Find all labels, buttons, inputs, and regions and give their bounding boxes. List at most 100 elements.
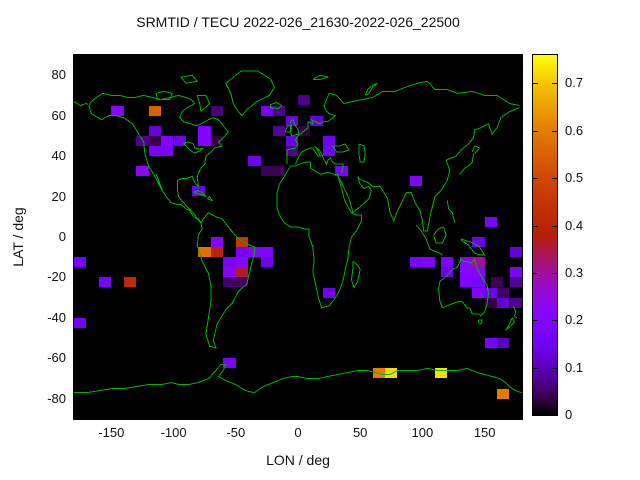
y-tick-label: -20 bbox=[47, 269, 66, 285]
heatmap-cell bbox=[148, 125, 162, 136]
colorbar-tick bbox=[552, 320, 557, 322]
coastline bbox=[350, 260, 361, 289]
heatmap-cell bbox=[459, 277, 473, 288]
heatmap-cell bbox=[484, 297, 498, 308]
heatmap-cell bbox=[210, 237, 224, 248]
heatmap-cell bbox=[260, 247, 274, 258]
heatmap-cell bbox=[472, 277, 485, 288]
coastline bbox=[88, 92, 229, 224]
heatmap-cell bbox=[484, 338, 498, 349]
heatmap-cell bbox=[273, 105, 286, 116]
coastline bbox=[285, 125, 291, 133]
coastline bbox=[477, 319, 483, 325]
coastline bbox=[196, 94, 211, 112]
heatmap-cell bbox=[260, 105, 274, 116]
colorbar-tick-label: 0.7 bbox=[565, 75, 584, 91]
coastline bbox=[512, 305, 518, 319]
heatmap-cell bbox=[111, 105, 124, 116]
heatmap-cell bbox=[509, 297, 522, 308]
colorbar-tick-label: 0.4 bbox=[565, 217, 584, 233]
heatmap-cell bbox=[136, 135, 149, 146]
heatmap-cell bbox=[322, 135, 336, 146]
heatmap-cell bbox=[198, 125, 211, 136]
coastline bbox=[286, 80, 520, 165]
heatmap-cell bbox=[248, 156, 261, 167]
x-tick-label: -100 bbox=[160, 425, 187, 440]
heatmap-cell bbox=[235, 257, 249, 268]
x-axis-label: LON / deg bbox=[266, 452, 330, 468]
colorbar-tick bbox=[533, 83, 538, 85]
heatmap-cell bbox=[223, 257, 236, 268]
x-tick-label: 0 bbox=[294, 425, 302, 440]
heatmap-cell bbox=[434, 368, 448, 379]
coastline bbox=[225, 70, 275, 117]
heatmap-cell bbox=[410, 176, 423, 187]
heatmap-cell bbox=[235, 237, 249, 248]
heatmap-cell bbox=[509, 247, 522, 258]
heatmap-cell bbox=[173, 135, 186, 146]
heatmap-cell bbox=[298, 95, 311, 106]
coastline bbox=[206, 195, 214, 202]
heatmap-cell bbox=[235, 277, 249, 288]
coastline bbox=[276, 161, 362, 309]
coastline bbox=[459, 145, 481, 175]
coastline bbox=[460, 238, 486, 256]
heatmap-cell bbox=[410, 257, 423, 268]
heatmap-cell bbox=[490, 277, 504, 288]
heatmap-cell bbox=[210, 135, 224, 146]
colorbar-tick-label: 0.2 bbox=[565, 312, 584, 328]
y-tick-label: 80 bbox=[51, 67, 66, 83]
heatmap-cell bbox=[74, 257, 87, 268]
chart-title: SRMTID / TECU 2022-026_21630-2022-026_22… bbox=[136, 14, 460, 30]
y-tick-label: -40 bbox=[47, 309, 66, 325]
heatmap-cell bbox=[285, 146, 298, 157]
coastline bbox=[337, 176, 372, 214]
heatmap-cell bbox=[497, 297, 510, 308]
heatmap-cell bbox=[223, 267, 236, 278]
heatmap-cell bbox=[509, 277, 522, 288]
coastline bbox=[74, 101, 89, 107]
colorbar-tick bbox=[533, 178, 538, 180]
colorbar-tick-label: 0.1 bbox=[565, 359, 584, 375]
x-tick-label: 150 bbox=[473, 425, 496, 440]
coastline bbox=[183, 141, 204, 154]
heatmap-cell bbox=[223, 277, 236, 288]
colorbar-tick-label: 0 bbox=[565, 407, 573, 422]
coastline bbox=[270, 101, 283, 110]
heatmap-cell bbox=[260, 166, 274, 177]
heatmap-cell bbox=[472, 237, 485, 248]
heatmap-cell bbox=[260, 257, 274, 268]
heatmap-cell bbox=[459, 257, 473, 268]
coastline bbox=[357, 107, 520, 232]
heatmap-cell bbox=[472, 287, 485, 298]
heatmap-cell bbox=[497, 338, 510, 349]
y-tick-label: -60 bbox=[47, 350, 66, 366]
y-tick-label: 20 bbox=[51, 188, 66, 204]
heatmap-cells bbox=[74, 55, 522, 419]
heatmap-cell bbox=[273, 166, 286, 177]
x-tick-label: -50 bbox=[226, 425, 246, 440]
heatmap-cell bbox=[74, 317, 87, 328]
heatmap-cell bbox=[148, 146, 162, 157]
colorbar-tick bbox=[552, 272, 557, 274]
heatmap-cell bbox=[441, 267, 454, 278]
colorbar-tick-label: 0.6 bbox=[565, 122, 584, 138]
heatmap-cell bbox=[441, 257, 454, 268]
coastline-map bbox=[74, 70, 522, 394]
coastline bbox=[312, 74, 330, 80]
coastline bbox=[155, 174, 163, 191]
x-tick-label: 50 bbox=[352, 425, 368, 440]
colorbar-tick bbox=[552, 225, 557, 227]
heatmap-cell bbox=[136, 166, 149, 177]
colorbar-tick bbox=[552, 130, 557, 132]
heatmap-cell bbox=[235, 267, 249, 278]
coastline bbox=[505, 317, 516, 331]
heatmap-cell bbox=[459, 267, 473, 278]
colorbar-tick bbox=[552, 367, 557, 369]
colorbar-tick-label: 0.3 bbox=[565, 264, 584, 280]
coastline bbox=[438, 258, 489, 317]
colorbar-tick bbox=[552, 83, 557, 85]
coastline bbox=[295, 145, 344, 173]
heatmap-cell bbox=[148, 105, 162, 116]
